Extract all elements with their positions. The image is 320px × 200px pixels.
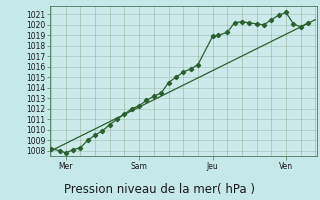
Text: Pression niveau de la mer( hPa ): Pression niveau de la mer( hPa ) — [65, 183, 255, 196]
